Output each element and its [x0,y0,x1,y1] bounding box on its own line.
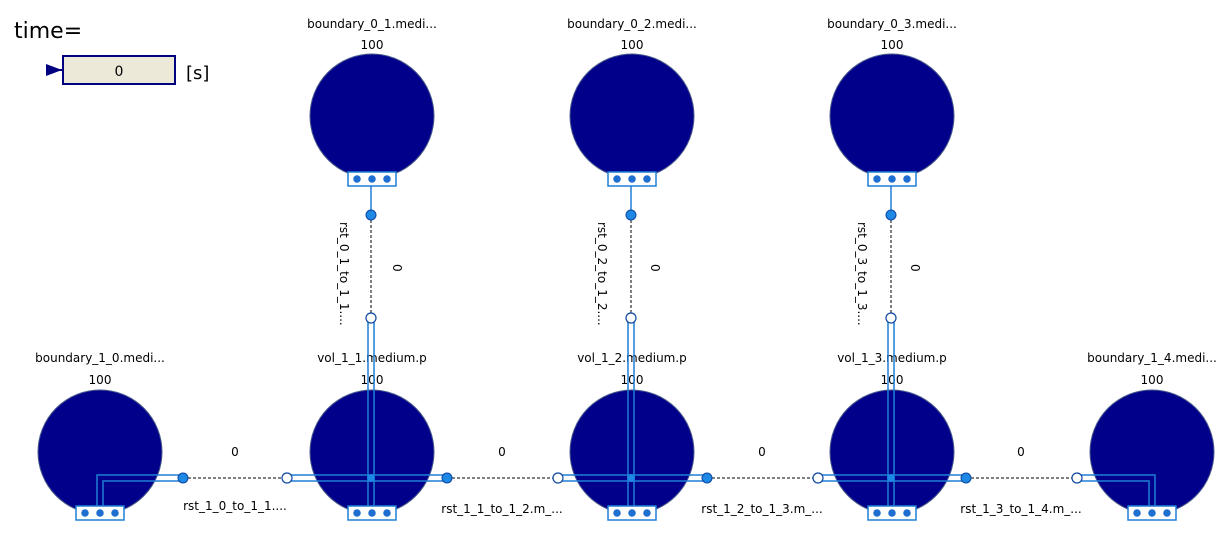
port-a-dot[interactable] [365,209,377,221]
node-vol_1_2[interactable]: vol_1_2.medium.p 100 [569,351,695,515]
node-boundary_0_3[interactable]: boundary_0_3.medi... 100 [827,17,957,179]
resistor-links [183,215,1077,479]
node-value: 100 [361,38,384,52]
port-b-dot[interactable] [885,312,897,324]
port-a-dot[interactable] [177,472,189,484]
port-a-dot[interactable] [701,472,713,484]
node-boundary_1_4[interactable]: boundary_1_4.medi... 100 [1087,351,1217,515]
node-boundary_0_2[interactable]: boundary_0_2.medi... 100 [567,17,697,179]
time-unit: [s] [186,63,209,84]
node-value: 100 [881,38,904,52]
port-a-dot[interactable] [885,209,897,221]
link-value: 0 [231,445,239,459]
junction-dot [887,474,895,482]
node-circle[interactable] [309,53,435,179]
node-value: 100 [1141,373,1164,387]
pipe-segment [1077,474,1156,506]
junction-dot [627,474,635,482]
link-labels: rst_0_1_to_1_1.... 0 rst_0_2_to_1_2.... … [183,222,1082,516]
port-b-dot[interactable] [625,312,637,324]
node-name: vol_1_2.medium.p [577,351,687,365]
node-circle[interactable] [37,389,163,515]
node-value: 100 [881,373,904,387]
port-bottom-1_1[interactable] [347,505,397,521]
link-name: rst_1_2_to_1_3.m_... [701,502,822,516]
node-vol_1_3[interactable]: vol_1_3.medium.p 100 [829,351,955,515]
link-name: rst_0_1_to_1_1.... [337,222,351,326]
port-b-dot[interactable] [812,472,824,484]
node-circle[interactable] [309,389,435,515]
link-value: 0 [908,264,922,272]
time-input-value: 0 [115,64,124,80]
time-label: time= [14,19,82,44]
port-bottom-1_3[interactable] [867,505,917,521]
pipe-segment [96,474,183,506]
port-b-dot[interactable] [365,312,377,324]
pipe-segment [287,474,447,482]
node-vol_1_1[interactable]: vol_1_1.medium.p 100 [309,351,435,515]
link-value: 0 [390,264,404,272]
node-boundary_0_1[interactable]: boundary_0_1.medi... 100 [307,17,437,179]
port-bottom-1_0[interactable] [75,505,125,521]
node-name: boundary_1_4.medi... [1087,351,1217,365]
link-value: 0 [1017,445,1025,459]
port-b-dot[interactable] [281,472,293,484]
node-circle[interactable] [829,389,955,515]
port-connectors [75,171,1177,521]
port-b-dot[interactable] [1071,472,1083,484]
time-widget: time= 0 [s] [14,19,209,85]
port-bottom-1_4[interactable] [1127,505,1177,521]
node-circle[interactable] [829,53,955,179]
node-name: boundary_0_1.medi... [307,17,437,31]
node-circle[interactable] [1089,389,1215,515]
node-name: vol_1_1.medium.p [317,351,427,365]
port-bottom-1_2[interactable] [607,505,657,521]
link-endpoints [177,209,1083,484]
link-value: 0 [758,445,766,459]
link-name: rst_1_0_to_1_1.... [183,499,287,513]
node-name: vol_1_3.medium.p [837,351,947,365]
link-name: rst_1_1_to_1_2.m_... [441,502,562,516]
link-name: rst_1_3_to_1_4.m_... [960,502,1081,516]
node-boundary_1_0[interactable]: boundary_1_0.medi... 100 [35,351,165,515]
node-value: 100 [361,373,384,387]
link-name: rst_0_2_to_1_2.... [595,222,609,326]
node-value: 100 [89,373,112,387]
port-top-0_3[interactable] [867,171,917,187]
node-value: 100 [621,38,644,52]
node-name: boundary_1_0.medi... [35,351,165,365]
junction-dot [367,474,375,482]
port-a-dot[interactable] [960,472,972,484]
node-circle[interactable] [569,389,695,515]
port-top-0_1[interactable] [347,171,397,187]
node-name: boundary_0_2.medi... [567,17,697,31]
node-name: boundary_0_3.medi... [827,17,957,31]
link-value: 0 [498,445,506,459]
link-name: rst_0_3_to_1_3.... [855,222,869,326]
link-value: 0 [648,264,662,272]
port-b-dot[interactable] [552,472,564,484]
port-a-dot[interactable] [625,209,637,221]
port-a-dot[interactable] [441,472,453,484]
node-value: 100 [621,373,644,387]
time-input-box[interactable] [62,55,176,85]
node-circle[interactable] [569,53,695,179]
port-top-0_2[interactable] [607,171,657,187]
